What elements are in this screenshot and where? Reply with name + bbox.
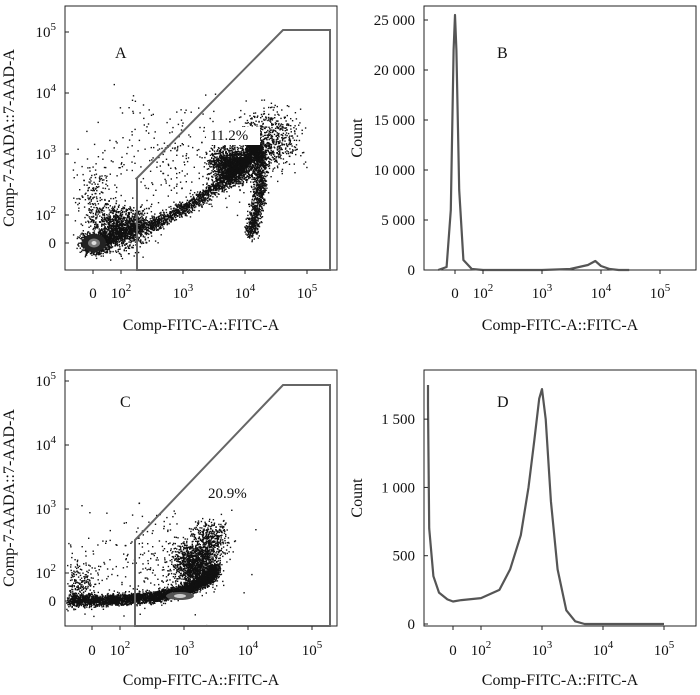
- x-tick-label: 103: [174, 639, 195, 659]
- x-tick-label: 102: [471, 639, 492, 659]
- y-tick-label: 1 000: [381, 480, 415, 496]
- x-tick-label: 102: [111, 282, 132, 302]
- y-tick-label: 20 000: [374, 63, 415, 79]
- y-tick-label: 5 000: [381, 213, 415, 229]
- panel-d-frame: [423, 369, 697, 627]
- y-tick-label: 0: [49, 594, 57, 610]
- panel-c-scatter: C 20.9% 0 102 103 104 105 0 102 103 104 105 Comp…: [1, 369, 338, 689]
- panel-c-gate-label: 20.9%: [208, 486, 247, 502]
- x-tick-label: 103: [532, 282, 553, 302]
- panel-c-x-label: Comp-FITC-A::FITC-A: [123, 672, 280, 689]
- panel-a-y-label: Comp-7-AADA::7-AAD-A: [1, 49, 18, 227]
- panel-c-letter: C: [120, 394, 131, 411]
- x-tick-label: 104: [238, 639, 259, 659]
- panel-a-gate-label: 11.2%: [210, 128, 248, 144]
- panel-a-x-label: Comp-FITC-A::FITC-A: [123, 317, 280, 334]
- x-tick-label: 105: [297, 282, 318, 302]
- x-tick-label: 102: [473, 282, 494, 302]
- x-tick-label: 0: [88, 643, 96, 659]
- panel-b-letter: B: [497, 45, 508, 62]
- y-tick-label: 15 000: [374, 113, 415, 129]
- panel-c-x-ticks: 0 102 103 104 105: [88, 626, 323, 659]
- y-tick-label: 0: [408, 617, 416, 633]
- panel-b-y-ticks: 0 5 000 10 000 15 000 20 000 25 000: [374, 13, 428, 279]
- panel-d-histogram: D 0 102 103 104 105 0 500 1 000 1 500 Comp-FITC…: [349, 369, 697, 689]
- panel-d-letter: D: [497, 394, 509, 411]
- x-tick-label: 104: [591, 282, 612, 302]
- y-tick-label: 105: [36, 370, 57, 390]
- panel-a-x-ticks: 0 102 103 104 105: [89, 270, 318, 302]
- panel-b-histogram: B 0 102 103 104 105 0 5 000 10 000 15 000 20 000…: [349, 5, 697, 334]
- x-tick-label: 104: [593, 639, 614, 659]
- x-tick-label: 105: [654, 639, 675, 659]
- y-tick-label: 1 500: [381, 412, 415, 428]
- panel-d-y-ticks: 0 500 1 000 1 500: [381, 412, 428, 633]
- y-tick-label: 25 000: [374, 13, 415, 29]
- x-tick-label: 104: [235, 282, 256, 302]
- y-tick-label: 10 000: [374, 163, 415, 179]
- x-tick-label: 0: [451, 286, 459, 302]
- panel-d-y-label: Count: [349, 478, 366, 518]
- y-tick-label: 102: [36, 562, 57, 582]
- panel-c-y-label: Comp-7-AADA::7-AAD-A: [1, 409, 18, 587]
- y-tick-label: 0: [49, 236, 57, 252]
- y-tick-label: 104: [36, 434, 57, 454]
- x-tick-label: 102: [110, 639, 131, 659]
- panel-b-frame: [423, 5, 697, 271]
- panel-a-scatter: A 11.2% 0 102 103 104 105 0 102 103 104 105 Comp…: [1, 5, 338, 334]
- panel-b-y-label: Count: [349, 118, 366, 158]
- x-tick-label: 103: [532, 639, 553, 659]
- x-tick-label: 0: [449, 643, 457, 659]
- panel-d-x-ticks: 0 102 103 104 105: [449, 626, 675, 659]
- panel-d-series-line: [426, 385, 664, 626]
- panel-b-x-ticks: 0 102 103 104 105: [451, 270, 671, 302]
- panel-d-x-label: Comp-FITC-A::FITC-A: [482, 672, 639, 689]
- x-tick-label: 105: [302, 639, 323, 659]
- panel-a-gate: [136, 29, 331, 271]
- panel-c-y-ticks: 0 102 103 104 105: [36, 370, 69, 610]
- y-tick-label: 104: [36, 82, 57, 102]
- panel-a-letter: A: [115, 45, 127, 62]
- panel-c-gate: [134, 384, 331, 627]
- panel-b-x-label: Comp-FITC-A::FITC-A: [482, 317, 639, 334]
- panel-a-y-ticks: 0 102 103 104 105: [36, 21, 69, 252]
- panel-a-events: [72, 83, 308, 261]
- y-tick-label: 500: [393, 549, 416, 565]
- x-tick-label: 105: [650, 282, 671, 302]
- panel-c-events: [66, 502, 257, 627]
- y-tick-label: 105: [36, 21, 57, 41]
- y-tick-label: 103: [36, 143, 57, 163]
- panel-b-series-line: [437, 13, 630, 272]
- x-tick-label: 103: [173, 282, 194, 302]
- y-tick-label: 0: [408, 263, 416, 279]
- y-tick-label: 103: [36, 498, 57, 518]
- y-tick-label: 102: [36, 204, 57, 224]
- x-tick-label: 0: [89, 286, 97, 302]
